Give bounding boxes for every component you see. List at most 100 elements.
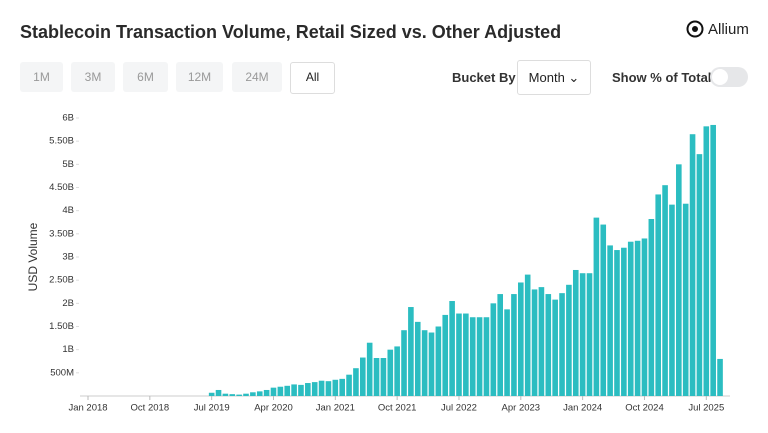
- bar: [291, 384, 297, 396]
- y-tick-label: 4.50B: [49, 182, 74, 193]
- range-button[interactable]: 6M: [123, 62, 168, 92]
- x-tick-label: Oct 2024: [625, 403, 664, 414]
- bar: [208, 392, 215, 396]
- bar: [682, 203, 689, 396]
- x-tick-label: Jan 2024: [563, 403, 602, 414]
- bar: [504, 309, 510, 396]
- bar: [428, 332, 435, 396]
- bar: [435, 326, 442, 396]
- x-tick-label: Apr 2023: [502, 403, 541, 414]
- bar: [421, 330, 428, 396]
- bar: [270, 387, 277, 396]
- title: Stablecoin Transaction Volume, Retail Si…: [20, 22, 562, 42]
- bar: [621, 247, 627, 396]
- bar: [215, 389, 222, 396]
- toggle-label: Show % of Total: [612, 70, 712, 85]
- y-tick-label: 500M: [50, 367, 74, 378]
- brand-name: Allium: [708, 20, 749, 38]
- bar: [559, 293, 565, 396]
- y-tick-label: 6B: [62, 113, 74, 124]
- bar: [449, 301, 455, 396]
- brand-logo: [686, 20, 704, 38]
- bar: [284, 385, 291, 396]
- bar: [442, 314, 449, 396]
- bar: [380, 358, 387, 396]
- bar: [524, 274, 531, 396]
- bar: [627, 241, 634, 396]
- y-axis-label: USD Volume: [26, 222, 40, 291]
- x-tick-label: Oct 2018: [131, 403, 170, 414]
- x-tick-label: Jul 2019: [194, 403, 230, 414]
- range-button[interactable]: 12M: [176, 62, 223, 92]
- bar: [339, 378, 345, 396]
- bar: [689, 134, 696, 396]
- x-tick-label: Jan 2021: [316, 403, 355, 414]
- bar: [710, 124, 716, 396]
- bar: [236, 394, 242, 396]
- bar: [586, 273, 593, 396]
- bar: [256, 391, 263, 396]
- bar: [222, 393, 229, 396]
- bar: [250, 392, 256, 396]
- bar: [366, 342, 373, 396]
- y-tick-label: 4B: [62, 205, 74, 216]
- y-tick-label: 2.50B: [49, 275, 74, 286]
- percent-toggle[interactable]: [710, 67, 748, 87]
- y-tick-label: 3B: [62, 252, 74, 263]
- bar: [641, 238, 648, 396]
- bar: [566, 284, 572, 396]
- bar: [607, 245, 613, 396]
- bar: [298, 384, 304, 396]
- bar: [325, 381, 332, 396]
- bar: [463, 313, 469, 396]
- range-button[interactable]: 24M: [232, 62, 282, 92]
- y-tick-label: 5.50B: [49, 136, 74, 147]
- x-tick-label: Jul 2022: [441, 403, 477, 414]
- x-tick-label: Oct 2021: [378, 403, 417, 414]
- bar: [572, 269, 579, 396]
- brand: Allium: [686, 20, 749, 38]
- bar: [318, 380, 325, 396]
- x-tick-label: Jan 2018: [68, 403, 107, 414]
- bar: [277, 386, 284, 396]
- bar: [346, 374, 352, 396]
- x-tick-label: Apr 2020: [254, 403, 293, 414]
- bar: [669, 204, 675, 396]
- range-button[interactable]: All: [290, 62, 335, 94]
- bar: [676, 164, 682, 396]
- bar: [490, 303, 497, 396]
- bar: [332, 379, 339, 396]
- bar: [579, 273, 586, 396]
- bar: [373, 358, 380, 396]
- bar: [518, 282, 524, 396]
- bucket-label: Bucket By: [452, 70, 516, 85]
- bar: [414, 321, 421, 396]
- bar: [600, 224, 607, 396]
- y-tick-label: 5B: [62, 159, 74, 170]
- y-tick-label: 1.50B: [49, 321, 74, 332]
- bar: [545, 294, 552, 396]
- y-tick-label: 2B: [62, 298, 74, 309]
- bar: [483, 317, 490, 396]
- bar: [229, 394, 236, 396]
- range-button[interactable]: 3M: [71, 62, 115, 92]
- bar: [538, 287, 545, 396]
- bar: [263, 389, 270, 396]
- y-tick-label: 1B: [62, 344, 74, 355]
- bucket-value: Month: [528, 70, 565, 85]
- bucket-dropdown[interactable]: Month ⌄: [517, 60, 591, 95]
- range-button[interactable]: 1M: [20, 62, 63, 92]
- bar: [717, 358, 723, 396]
- bar: [305, 383, 311, 396]
- bar: [469, 317, 476, 396]
- bar: [531, 289, 538, 396]
- bar: [511, 294, 517, 396]
- bar: [634, 240, 641, 396]
- bar: [311, 382, 318, 396]
- bar: [360, 357, 366, 396]
- bar: [593, 217, 600, 396]
- bar: [387, 349, 394, 396]
- bar: [497, 294, 503, 396]
- bar: [655, 194, 662, 396]
